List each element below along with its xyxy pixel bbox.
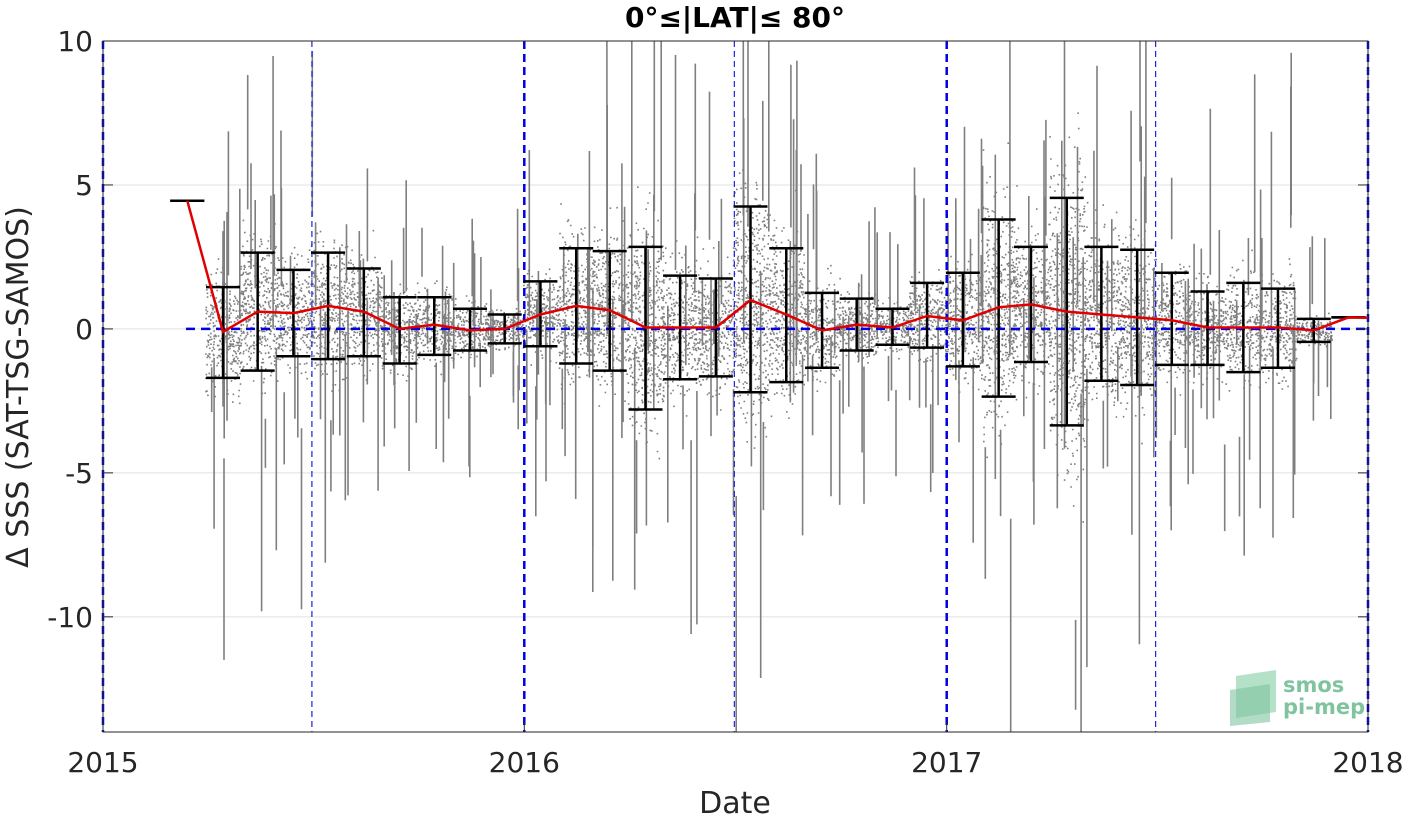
scatter-streaks-month xyxy=(592,41,626,592)
y-tick-label: 10 xyxy=(57,25,93,58)
scatter-points-month xyxy=(205,258,243,405)
scatter-streaks-month xyxy=(275,130,303,610)
scatter-streaks-month xyxy=(1309,236,1332,421)
scatter-points-month xyxy=(662,236,700,417)
error-bar xyxy=(1154,271,1189,367)
scatter-points-month xyxy=(591,206,630,407)
scatter-streaks-month xyxy=(807,153,841,505)
scatter-points-month xyxy=(980,142,1018,459)
scatter-streaks-month xyxy=(980,41,1012,732)
mean-line-group xyxy=(186,200,1369,334)
scatter-streaks-month xyxy=(421,227,450,463)
scatter-streaks-month xyxy=(210,131,241,660)
y-axis-label: Δ SSS (SAT-TSG-SAMOS) xyxy=(1,206,36,568)
scatter-points xyxy=(205,41,1333,732)
y-tick-label: 0 xyxy=(75,313,93,346)
scatter-streaks-month xyxy=(383,180,418,471)
scatter-streaks-month xyxy=(913,167,939,493)
scatter-points-month xyxy=(522,268,560,366)
scatter-streaks-month xyxy=(701,91,735,515)
y-tick-label: 5 xyxy=(75,169,93,202)
logo-wave-icon xyxy=(1230,684,1270,726)
scatter-points-month xyxy=(909,263,947,372)
scatter-streaks-month xyxy=(1023,119,1047,525)
mean-line xyxy=(186,200,1369,334)
logo-text: smos xyxy=(1283,673,1344,697)
scatter-streaks-month xyxy=(667,55,698,634)
error-bar xyxy=(417,295,452,357)
scatter-points-month xyxy=(1260,258,1298,390)
chart-title: 0°≤|LAT|≤ 80° xyxy=(625,1,845,34)
error-bar xyxy=(382,295,417,365)
x-axis-label: Date xyxy=(699,786,771,818)
logo-text-2: pi-mep xyxy=(1283,695,1365,719)
plot-frame xyxy=(102,40,1369,733)
y-tick-label: -10 xyxy=(47,601,93,634)
x-ticks: 2015 2016 2017 2018 xyxy=(67,722,1404,779)
x-tick-label: 2017 xyxy=(911,746,982,779)
x-tick-label: 2015 xyxy=(67,746,138,779)
scatter-points-month xyxy=(275,246,313,382)
scatter-streaks-month xyxy=(526,150,551,517)
scatter-streaks-month xyxy=(246,56,276,612)
y-tick-label: -5 xyxy=(65,457,93,490)
scatter-streaks-month xyxy=(735,41,765,732)
smos-pi-mep-logo: smos pi-mep xyxy=(1230,670,1365,726)
scatter-streaks-month xyxy=(874,207,911,477)
x-tick-label: 2018 xyxy=(1332,746,1403,779)
scatter-streaks-month xyxy=(1259,52,1296,538)
x-tick-label: 2016 xyxy=(489,746,560,779)
scatter-points-month xyxy=(697,247,736,411)
scatter-streaks-month xyxy=(842,221,870,504)
scatter-points-month xyxy=(1296,312,1333,348)
y-ticks: 10 5 0 -5 -10 xyxy=(47,25,1368,634)
scatter-streaks-month xyxy=(1056,41,1084,732)
scatter-streaks-month xyxy=(768,41,804,536)
scatter-streaks-month xyxy=(452,218,482,478)
scatter-streaks-month xyxy=(947,126,980,543)
